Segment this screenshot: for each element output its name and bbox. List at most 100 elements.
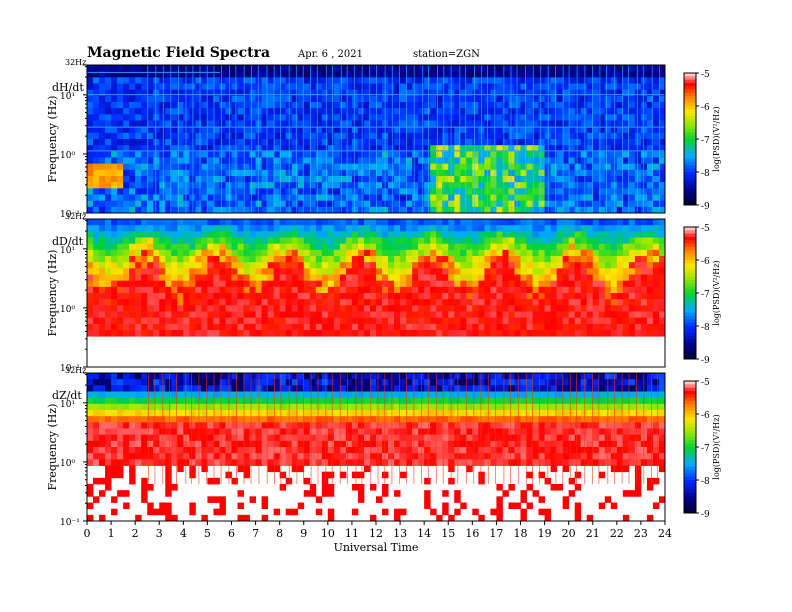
spectrogram-cell xyxy=(339,114,347,121)
spectrogram-cell xyxy=(412,256,419,263)
spectrogram-cell xyxy=(544,188,551,195)
spectrogram-cell xyxy=(634,108,642,115)
spectrogram-cell xyxy=(574,299,582,306)
spectrogram-cell xyxy=(466,102,473,109)
spectrogram-cell xyxy=(658,182,666,189)
spectrogram-cell xyxy=(297,188,305,195)
spectrogram-cell xyxy=(147,256,154,263)
spectrogram-cell xyxy=(556,268,564,275)
spectrogram-cell xyxy=(207,293,214,300)
spectrogram-cell xyxy=(123,65,130,72)
spectrogram-cell xyxy=(189,416,196,423)
spectrogram-cell xyxy=(351,280,359,288)
spectrogram-cell xyxy=(201,385,208,392)
spectrogram-cell xyxy=(165,139,172,146)
spectrogram-cell xyxy=(580,77,588,84)
spectrogram-cell xyxy=(111,83,118,91)
spectrogram-cell xyxy=(285,330,293,337)
spectrogram-cell xyxy=(640,268,648,275)
spectrogram-cell xyxy=(171,299,178,306)
spectrogram-cell xyxy=(261,256,269,263)
spectrogram-cell xyxy=(153,256,160,263)
spectrogram-cell xyxy=(123,262,130,269)
spectrogram-cell xyxy=(502,243,509,251)
spectrogram-cell xyxy=(255,262,262,269)
spectrogram-cell xyxy=(369,151,377,158)
spectrogram-cell xyxy=(490,311,497,319)
spectrogram-cell xyxy=(622,132,630,140)
spectrogram-cell xyxy=(490,249,497,257)
spectrogram-cell xyxy=(279,410,287,417)
spectrogram-cell xyxy=(490,293,497,300)
spectrogram-cell xyxy=(568,262,576,269)
spectrogram-cell xyxy=(406,71,413,78)
spectrogram-cell xyxy=(604,268,612,275)
spectrogram-cell xyxy=(345,262,353,269)
spectrogram-cell xyxy=(388,83,395,91)
spectrogram-cell xyxy=(382,317,389,325)
spectrogram-cell xyxy=(369,157,377,165)
spectrogram-cell xyxy=(412,132,419,140)
spectrogram-cell xyxy=(315,169,323,177)
spectrogram-cell xyxy=(345,280,353,288)
spectrogram-cell xyxy=(171,188,178,195)
spectrogram-cell xyxy=(345,151,353,158)
spectrogram-cell xyxy=(87,410,94,417)
spectrogram-cell xyxy=(622,83,630,91)
spectrogram-cell xyxy=(574,77,582,84)
spectrogram-cell xyxy=(177,428,184,436)
spectrogram-cell xyxy=(297,410,305,417)
spectrogram-cell xyxy=(472,299,479,306)
spectrogram-cell xyxy=(496,108,503,115)
spectrogram-cell xyxy=(646,330,654,337)
spectrogram-cell xyxy=(321,83,329,91)
spectrogram-cell xyxy=(123,102,130,109)
spectrogram-cell xyxy=(532,77,539,84)
spectrogram-cell xyxy=(189,286,196,294)
spectrogram-cell xyxy=(363,268,371,275)
spectrogram-cell xyxy=(502,65,509,72)
spectrogram-cell xyxy=(171,231,178,238)
spectrogram-cell xyxy=(490,71,497,78)
spectrogram-cell xyxy=(418,77,425,84)
spectrogram-cell xyxy=(273,176,281,183)
spectrogram-cell xyxy=(592,305,600,312)
spectrogram-cell xyxy=(183,410,190,417)
spectrogram-cell xyxy=(237,447,244,454)
spectrogram-cell xyxy=(207,163,214,171)
spectrogram-cell xyxy=(159,286,166,294)
spectrogram-cell xyxy=(105,145,112,152)
spectrogram-cell xyxy=(562,157,570,165)
spectrogram-cell xyxy=(93,182,100,189)
spectrogram-cell xyxy=(243,385,250,392)
spectrogram-cell xyxy=(279,453,287,460)
spectrogram-cell xyxy=(574,274,582,282)
spectrogram-cell xyxy=(93,157,100,165)
spectrogram-cell xyxy=(99,225,106,232)
spectrogram-cell xyxy=(363,194,371,202)
spectrogram-cell xyxy=(135,71,142,78)
spectrogram-cell xyxy=(105,102,112,109)
spectrogram-cell xyxy=(574,157,582,165)
colorbar-segment xyxy=(684,349,696,353)
spectrogram-cell xyxy=(610,262,618,269)
spectrogram-cell xyxy=(598,126,606,134)
spectrogram-cell xyxy=(135,169,142,177)
spectrogram-cell xyxy=(129,434,136,442)
spectrogram-cell xyxy=(255,108,262,115)
spectrogram-cell xyxy=(634,225,642,232)
spectrogram-cell xyxy=(165,453,172,460)
spectrogram-cell xyxy=(243,262,250,269)
spectrogram-cell xyxy=(327,311,335,319)
spectrogram-cell xyxy=(243,95,250,103)
spectrogram-cell xyxy=(369,293,377,300)
spectrogram-cell xyxy=(454,299,461,306)
spectrogram-cell xyxy=(424,139,431,146)
spectrogram-cell xyxy=(177,323,184,331)
spectrogram-cell xyxy=(117,182,124,189)
spectrogram-cell xyxy=(219,268,226,275)
spectrogram-cell xyxy=(544,243,551,251)
spectrogram-cell xyxy=(388,120,395,128)
spectrogram-cell xyxy=(285,237,293,245)
spectrogram-cell xyxy=(478,299,485,306)
